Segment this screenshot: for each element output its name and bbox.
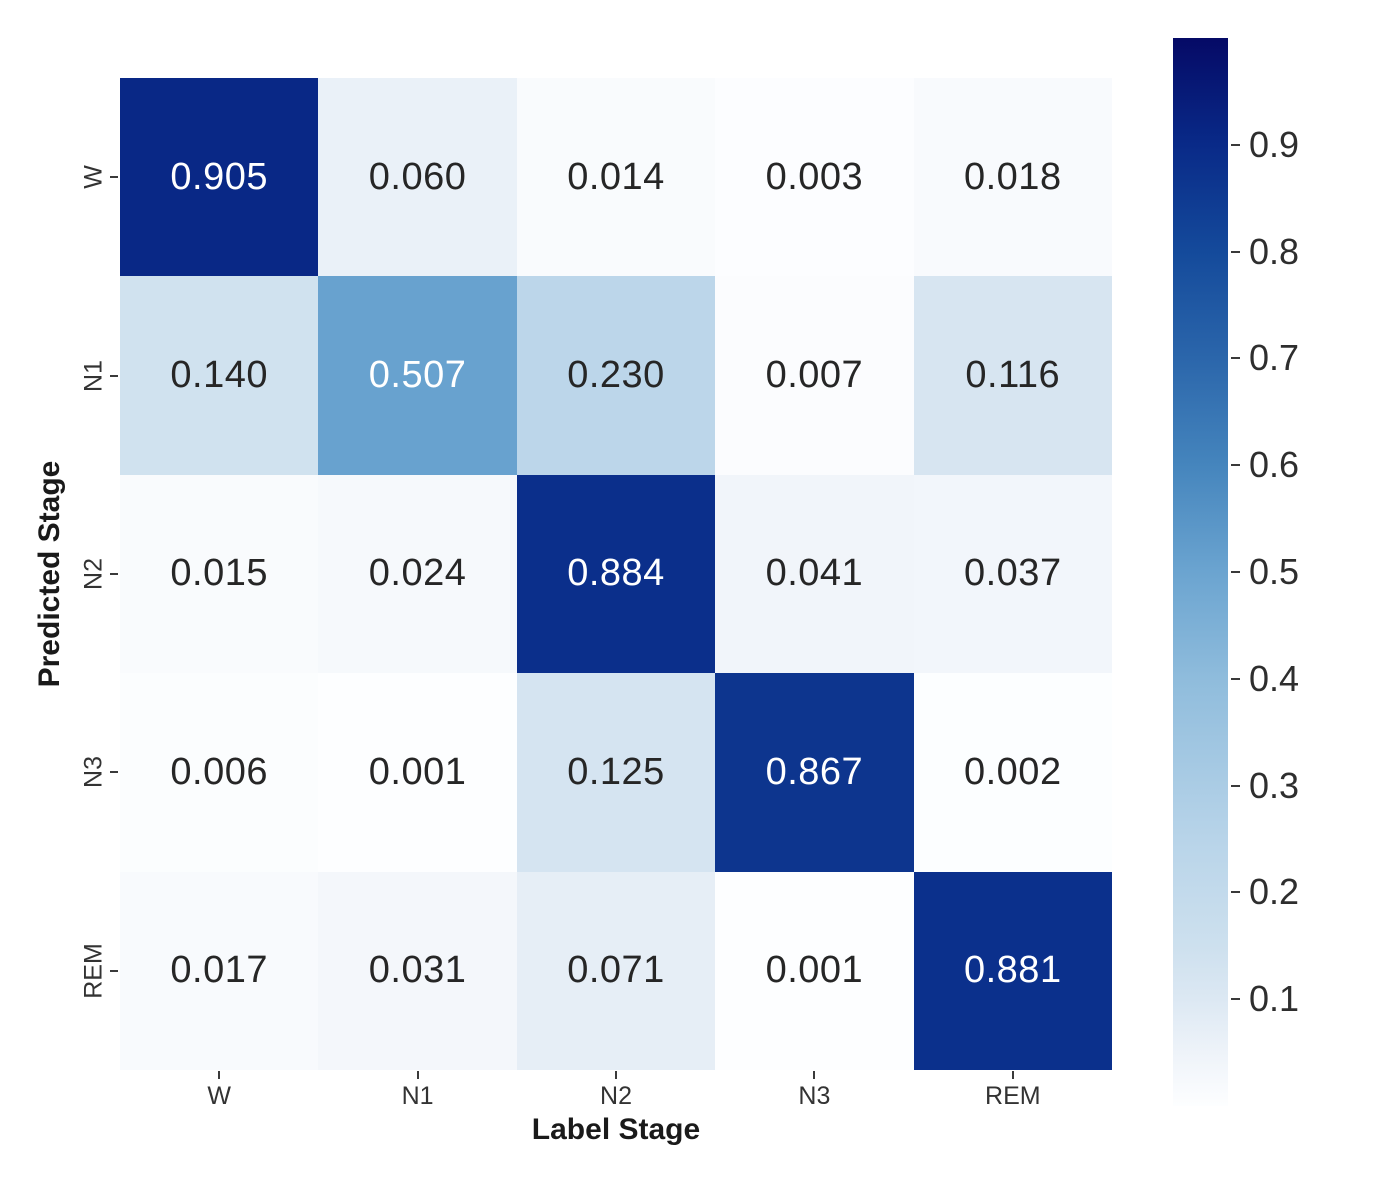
x-axis-tick (615, 1071, 617, 1079)
heatmap-cell: 0.507 (318, 276, 517, 475)
colorbar-tick-label: 0.7 (1249, 337, 1300, 379)
heatmap-cell: 0.041 (715, 474, 914, 674)
colorbar-tick (1231, 998, 1240, 1001)
colorbar-gradient (1173, 38, 1228, 1106)
y-tick-label: N1 (79, 359, 108, 392)
cell-value: 0.017 (170, 949, 268, 992)
x-tick-label: REM (985, 1082, 1041, 1110)
heatmap-cell: 0.001 (318, 673, 517, 872)
cell-value: 0.140 (170, 354, 268, 397)
heatmap-cell: 0.881 (913, 871, 1112, 1070)
y-axis-tick (110, 573, 118, 575)
cell-value: 0.507 (368, 354, 467, 397)
heatmap-cell: 0.024 (318, 474, 517, 674)
cell-value: 0.881 (963, 949, 1062, 992)
heatmap-cell: 0.031 (318, 871, 517, 1070)
cell-value: 0.007 (765, 354, 864, 397)
y-tick-label: W (79, 165, 108, 189)
cell-value: 0.230 (567, 354, 665, 397)
heatmap-cell: 0.007 (715, 276, 914, 475)
cell-value: 0.116 (965, 354, 1061, 397)
y-axis-tick (110, 771, 118, 774)
cell-value: 0.015 (170, 552, 268, 595)
cell-value: 0.060 (368, 155, 467, 198)
heatmap-cell: 0.071 (516, 871, 716, 1070)
cell-value: 0.125 (567, 750, 665, 793)
x-tick-label: N2 (600, 1082, 632, 1110)
heatmap-cell: 0.003 (715, 78, 914, 277)
x-axis-tick (1011, 1071, 1014, 1079)
cell-value: 0.884 (567, 552, 665, 595)
x-axis-title: Label Stage (531, 1113, 701, 1146)
cell-value: 0.002 (963, 750, 1062, 793)
heatmap-cell: 0.037 (913, 474, 1112, 674)
cell-value: 0.031 (368, 949, 467, 992)
y-tick-label: REM (79, 943, 108, 999)
cell-value: 0.905 (170, 155, 268, 198)
heatmap-cell: 0.884 (516, 474, 716, 674)
colorbar-tick (1231, 464, 1240, 467)
cell-value: 0.041 (765, 552, 864, 595)
heatmap-cell: 0.905 (120, 78, 319, 277)
cell-value: 0.024 (368, 552, 467, 595)
cell-value: 0.867 (765, 750, 864, 793)
colorbar-tick (1231, 357, 1240, 360)
colorbar-tick-label: 0.1 (1249, 978, 1300, 1020)
x-tick-label: N3 (798, 1082, 831, 1110)
colorbar-tick (1231, 143, 1240, 146)
colorbar-tick (1231, 784, 1240, 787)
heatmap-cell: 0.116 (913, 276, 1112, 475)
heatmap-cell: 0.006 (120, 673, 319, 872)
heatmap-cell: 0.001 (715, 871, 914, 1070)
cell-value: 0.018 (963, 155, 1062, 198)
heatmap-cell: 0.060 (318, 78, 517, 277)
colorbar-tick (1231, 677, 1240, 680)
colorbar-tick-label: 0.6 (1249, 444, 1300, 486)
x-tick-label: N1 (401, 1082, 434, 1110)
colorbar-tick-label: 0.3 (1249, 764, 1300, 806)
heatmap-cell: 0.017 (120, 871, 319, 1070)
heatmap-cell: 0.140 (120, 276, 319, 475)
cell-value: 0.003 (765, 155, 864, 198)
colorbar-tick (1231, 250, 1240, 253)
colorbar-tick-label: 0.9 (1249, 123, 1300, 165)
heatmap-cell: 0.867 (715, 673, 914, 872)
colorbar-tick-label: 0.4 (1249, 657, 1300, 699)
heatmap-grid: 0.905 0.060 0.014 0.003 0.018 0.140 0.507 0.230… (120, 78, 1112, 1070)
cell-value: 0.001 (765, 949, 864, 992)
cell-value: 0.001 (368, 750, 467, 793)
cell-value: 0.014 (567, 155, 665, 198)
y-axis-title: Predicted Stage (33, 460, 66, 688)
colorbar-tick-label: 0.2 (1249, 871, 1300, 913)
x-tick-label: W (207, 1082, 231, 1110)
heatmap-cell: 0.018 (913, 78, 1112, 277)
heatmap-cell: 0.002 (913, 673, 1112, 872)
heatmap-cell: 0.125 (516, 673, 716, 872)
heatmap-cell: 0.014 (516, 78, 716, 277)
cell-value: 0.071 (567, 949, 665, 992)
heatmap-cell: 0.015 (120, 474, 319, 674)
colorbar-tick-label: 0.8 (1249, 230, 1300, 272)
x-axis-tick (416, 1071, 419, 1079)
cell-value: 0.037 (963, 552, 1062, 595)
y-tick-label: N2 (79, 558, 108, 590)
x-axis-tick (813, 1071, 816, 1079)
y-axis-tick (110, 374, 118, 377)
y-axis-tick (110, 176, 118, 179)
colorbar-tick (1231, 571, 1240, 573)
y-axis-tick (110, 969, 118, 972)
colorbar-tick-label: 0.5 (1249, 551, 1300, 592)
cell-value: 0.006 (170, 750, 268, 793)
colorbar-tick (1231, 891, 1240, 894)
heatmap-cell: 0.230 (516, 276, 716, 475)
x-axis-tick (218, 1071, 221, 1079)
y-tick-label: N3 (79, 756, 108, 789)
